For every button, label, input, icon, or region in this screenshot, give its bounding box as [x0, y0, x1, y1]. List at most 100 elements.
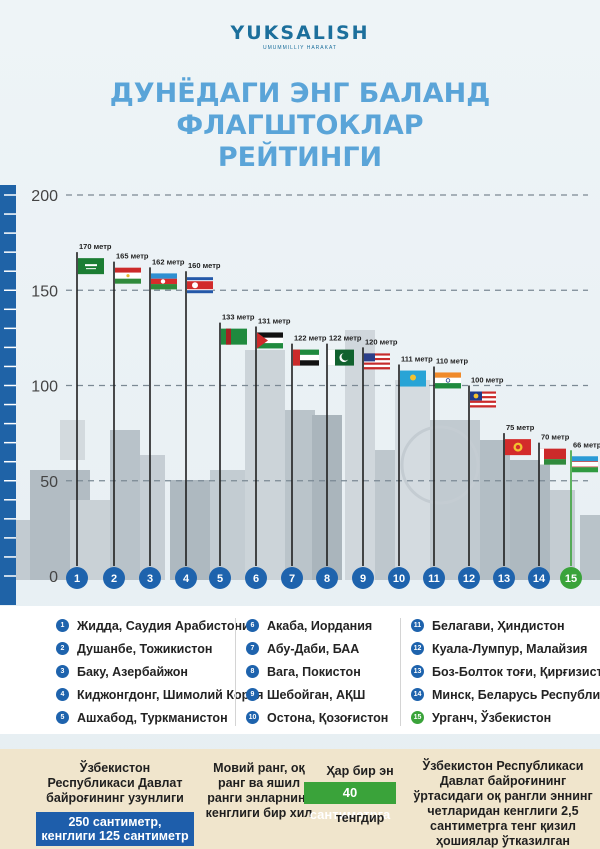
- legend-label: Боз-Болток тоғи, Қирғизистон: [432, 664, 600, 679]
- legend-item: 4 Киджонгдонг, Шимолий Корея: [56, 683, 263, 706]
- flag-emblem: [192, 282, 198, 289]
- building: [285, 410, 315, 580]
- flag-emblem: [410, 374, 416, 381]
- flag-stripe: [364, 367, 390, 370]
- flag-stripe: [328, 349, 335, 366]
- flag-stripe: [540, 448, 566, 460]
- legend-item: 5 Ашхабод, Туркманистон: [56, 706, 263, 729]
- legend-item: 6 Акаба, Иордания: [246, 614, 388, 637]
- ferris-wheel: [400, 425, 480, 505]
- legend-number-badge: 10: [246, 711, 259, 724]
- flag-stripe: [293, 360, 319, 366]
- x-tick-label: 11: [428, 573, 440, 585]
- flag-stripe: [435, 383, 461, 389]
- x-tick-label: 5: [217, 573, 223, 585]
- flag-stripe: [364, 357, 390, 361]
- building: [140, 455, 165, 580]
- data-label: 75 метр: [506, 423, 535, 432]
- ruler-bar: [0, 185, 16, 605]
- flag-facts-footer: Ўзбекистон Республикаси Давлат байроғини…: [0, 749, 600, 849]
- flagpole-3: 162 метр 3: [139, 257, 185, 589]
- flag-emblem: [160, 279, 166, 284]
- legend-item: 13 Боз-Болток тоғи, Қирғизистон: [411, 660, 600, 683]
- legend-number-badge: 14: [411, 688, 424, 701]
- flag-stripe: [470, 402, 496, 406]
- x-tick-label: 1: [74, 573, 80, 585]
- flag-crescent: [341, 352, 350, 361]
- flag-stripe: [470, 398, 496, 401]
- x-tick-label: 9: [360, 573, 366, 585]
- building: [110, 430, 140, 580]
- legend-label: Баку, Азербайжон: [77, 664, 188, 679]
- legend-column-1: 1 Жидда, Саудия Арабистони 2 Душанбе, Тожик…: [56, 614, 263, 729]
- flag-stripe: [470, 396, 496, 399]
- flag-emblem: [515, 444, 521, 450]
- flag-stripe: [364, 353, 390, 356]
- flag-size-fact: Ўзбекистон Республикаси Давлат байроғини…: [36, 761, 194, 846]
- flag-size-highlight: 250 сантиметр, кенглиги 125 сантиметр: [36, 812, 194, 846]
- pole-number-badge: [316, 567, 338, 589]
- red-border-fact: Ўзбекистон Республикаси Давлат байроғини…: [413, 759, 593, 848]
- pole-number-badge: [423, 567, 445, 589]
- flag-emblem: [86, 268, 96, 270]
- flag-size-text: Ўзбекистон Республикаси Давлат байроғини…: [46, 761, 184, 805]
- pole-number-badge: [528, 567, 550, 589]
- building: [345, 330, 375, 580]
- pole-number-badge: [209, 567, 231, 589]
- building: [210, 470, 245, 580]
- flag-stripe: [572, 467, 598, 473]
- pole-number-badge: [388, 567, 410, 589]
- legend-number-badge: 2: [56, 642, 69, 655]
- legend-label: Душанбе, Тожикистон: [77, 641, 213, 656]
- legend-item: 14 Минск, Беларусь Республикаси: [411, 683, 600, 706]
- y-tick-label: 50: [40, 474, 58, 491]
- legend-number-badge: 5: [56, 711, 69, 724]
- legend-item: 1 Жидда, Саудия Арабистони: [56, 614, 263, 637]
- flag-emblem: [126, 274, 130, 278]
- y-tick-label: 100: [31, 379, 58, 396]
- flag-stripe: [293, 349, 319, 355]
- legend-label: Остона, Қозоғистон: [267, 710, 389, 725]
- legend-number-badge: 7: [246, 642, 259, 655]
- legend-label: Киджонгдонг, Шимолий Корея: [77, 687, 264, 702]
- legend-number-badge: 9: [246, 688, 259, 701]
- legend-item: 2 Душанбе, Тожикистон: [56, 637, 263, 660]
- flag-stripe: [115, 267, 141, 273]
- title-line-2: РЕЙТИНГИ: [217, 142, 383, 173]
- flag-stripe: [226, 328, 231, 345]
- flagpole-14: 70 метр 14: [528, 433, 570, 589]
- flagpole-4: 160 метр 4: [175, 261, 221, 589]
- legend-number-badge: 13: [411, 665, 424, 678]
- legend-number-badge: 6: [246, 619, 259, 632]
- flag-emblem: [85, 264, 97, 267]
- flag-emblem: [473, 393, 479, 399]
- data-label: 66 метр: [573, 440, 600, 449]
- data-label: 100 метр: [471, 376, 504, 385]
- y-tick-label: 150: [31, 283, 58, 300]
- legend-item: 10 Остона, Қозоғистон: [246, 706, 388, 729]
- flag-stripe: [221, 328, 247, 345]
- y-tick-label: 200: [31, 188, 58, 205]
- flagpole-12: 100 метр 12: [458, 376, 504, 589]
- brand-tagline: UMUMMILLIY HARAKAT: [263, 45, 337, 51]
- x-tick-label: 3: [147, 573, 153, 585]
- page-title: ДУНЁДАГИ ЭНГ БАЛАНД ФЛАГШТОКЛАР РЕЙТИНГИ: [0, 78, 600, 174]
- flag-stripe: [572, 461, 598, 462]
- legend-label: Абу-Даби, БАА: [267, 641, 360, 656]
- flagpole-chart: 0 50 100 150 200 170 метр 1 165 метр 2 162 метр 3…: [0, 185, 600, 605]
- pole-number-badge: [560, 567, 582, 589]
- data-label: 122 метр: [294, 334, 327, 343]
- x-tick-label: 4: [183, 573, 190, 585]
- flag-stripe: [364, 360, 390, 363]
- brand-name: YUKSALISH: [230, 22, 370, 44]
- legend-label: Жидда, Саудия Арабистони: [77, 618, 250, 633]
- pole-number-badge: [352, 567, 374, 589]
- data-label: 110 метр: [436, 356, 468, 365]
- flagpole-8: 122 метр 8: [316, 334, 362, 589]
- legend-label: Урганч, Ўзбекистон: [432, 710, 552, 725]
- flagpoles: 170 метр 1 165 метр 2 162 метр 3 160 метр 4 133 …: [66, 242, 600, 589]
- title-line-1: ДУНЁДАГИ ЭНГ БАЛАНД ФЛАГШТОКЛАР: [109, 78, 491, 141]
- flag-stripe: [293, 349, 300, 366]
- brand-logo: YUKSALISH UMUMMILLIY HARAKAT: [0, 22, 600, 51]
